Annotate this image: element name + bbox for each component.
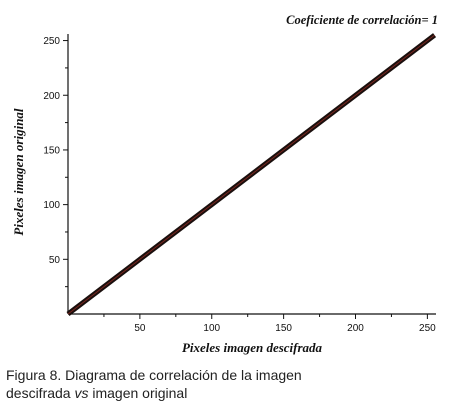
y-tick-label: 50 <box>49 255 61 266</box>
y-tick-label: 100 <box>43 200 60 211</box>
y-axis-ticks: 50 100 150 200 250 <box>43 36 68 288</box>
caption-line-2-prefix: descifrada <box>6 385 75 401</box>
y-tick-label: 150 <box>43 145 60 156</box>
x-tick-label: 100 <box>203 323 220 334</box>
x-tick-label: 150 <box>275 323 292 334</box>
figure-caption: Figura 8. Diagrama de correlación de la … <box>6 366 446 402</box>
x-axis-label: Pixeles imagen descifrada <box>182 340 323 355</box>
y-axis-label: Pixeles imagen original <box>11 108 26 236</box>
x-tick-label: 200 <box>347 323 364 334</box>
correlation-chart: Coeficiente de correlación= 1 50 100 150 20… <box>11 13 438 355</box>
correlation-annotation: Coeficiente de correlación= 1 <box>286 13 438 27</box>
caption-line-1: Figura 8. Diagrama de correlación de la … <box>6 367 302 383</box>
y-tick-label: 200 <box>43 91 60 102</box>
correlation-line-highlight <box>67 34 435 315</box>
x-tick-label: 50 <box>134 323 146 334</box>
caption-vs: vs <box>74 385 89 401</box>
caption-line-2-suffix: imagen original <box>88 385 188 401</box>
x-axis-ticks: 50 100 150 200 250 <box>103 314 436 334</box>
series-layer <box>66 33 437 316</box>
y-tick-label: 250 <box>43 36 60 47</box>
caption-line-2: descifrada vs imagen original <box>6 384 446 402</box>
x-tick-label: 250 <box>419 323 436 334</box>
